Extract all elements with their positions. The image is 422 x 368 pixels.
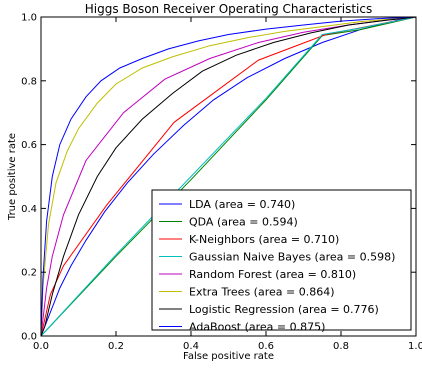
x-tick-label-3: 0.6	[258, 341, 274, 352]
legend-label-4: Random Forest (area = 0.810)	[189, 268, 356, 281]
series-line-5	[40, 16, 417, 337]
y-tick-label-5: 1.0	[21, 13, 37, 24]
legend-label-6: Logistic Regression (area = 0.776)	[189, 303, 379, 316]
series-line-7	[40, 16, 417, 337]
y-tick-label-1: 0.2	[21, 268, 37, 279]
y-tick-label-3: 0.6	[21, 140, 37, 151]
legend-label-2: K-Neighbors (area = 0.710)	[189, 233, 339, 246]
y-tick-label-4: 0.8	[21, 76, 37, 87]
legend-label-0: LDA (area = 0.740)	[189, 198, 295, 211]
x-tick-label-0: 0.0	[33, 341, 49, 352]
x-axis-title: False positive rate	[183, 351, 274, 362]
y-axis-title: True positive rate	[7, 133, 18, 221]
x-tick-label-1: 0.2	[108, 341, 124, 352]
series-line-2	[40, 16, 417, 337]
legend-box	[151, 189, 412, 331]
legend-label-7: AdaBoost (area = 0.875)	[189, 321, 325, 334]
y-tick-label-2: 0.4	[21, 204, 37, 215]
x-axis: 0.0 0.2 0.4 0.6 0.8 1.0	[33, 17, 422, 352]
series-line-3	[40, 16, 417, 337]
x-tick-label-2: 0.4	[183, 341, 199, 352]
legend-label-1: QDA (area = 0.594)	[189, 216, 298, 229]
legend-label-3: Gaussian Naive Bayes (area = 0.598)	[189, 251, 395, 264]
series-line-1	[40, 16, 417, 337]
x-tick-label-5: 1.0	[408, 341, 422, 352]
x-tick-label-4: 0.8	[333, 341, 349, 352]
chart-title: Higgs Boson Receiver Operating Character…	[85, 2, 373, 16]
series-line-6	[40, 16, 417, 337]
series-line-0	[40, 16, 417, 337]
legend: LDA (area = 0.740) QDA (area = 0.594) K-Ne…	[151, 189, 412, 334]
plot-frame	[40, 16, 417, 337]
series-layer	[40, 16, 417, 337]
y-tick-label-0: 0.0	[21, 332, 37, 343]
legend-label-5: Extra Trees (area = 0.864)	[189, 286, 335, 299]
y-axis: 0.0 0.2 0.4 0.6 0.8 1.0	[21, 13, 416, 343]
